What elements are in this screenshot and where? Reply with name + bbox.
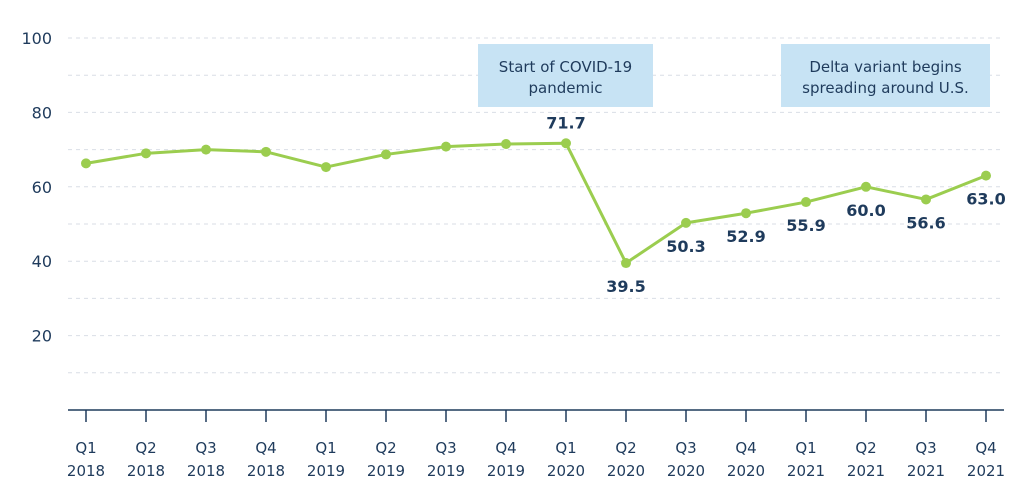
x-tick-label-quarter: Q3	[195, 439, 216, 457]
data-point	[501, 139, 511, 150]
x-tick-label-year: 2020	[667, 462, 705, 480]
series-line	[84, 141, 988, 265]
annotation-text: pandemic	[529, 79, 603, 97]
data-point	[321, 162, 331, 173]
annotation-text: spreading around U.S.	[802, 79, 969, 97]
data-label: 52.9	[726, 227, 765, 246]
data-label: 71.7	[546, 113, 585, 132]
data-point	[141, 148, 151, 159]
x-tick-label-year: 2018	[187, 462, 225, 480]
x-tick-label-year: 2020	[547, 462, 585, 480]
data-point	[921, 194, 931, 205]
x-tick-label-quarter: Q4	[735, 439, 756, 457]
x-tick-label-year: 2020	[727, 462, 765, 480]
x-tick-label-quarter: Q3	[915, 439, 936, 457]
x-tick-label-year: 2020	[607, 462, 645, 480]
x-tick-label-year: 2021	[907, 462, 945, 480]
x-tick-label-quarter: Q4	[975, 439, 996, 457]
x-tick-label-year: 2018	[127, 462, 165, 480]
annotation-text: Start of COVID-19	[499, 58, 632, 76]
x-tick-label-quarter: Q1	[555, 439, 576, 457]
x-tick-label-quarter: Q2	[855, 439, 876, 457]
x-tick-label-year: 2018	[247, 462, 285, 480]
data-point	[441, 141, 451, 152]
y-tick-label: 60	[32, 178, 52, 197]
data-point	[981, 170, 991, 181]
annotation-box	[781, 44, 990, 107]
x-tick-label-quarter: Q2	[135, 439, 156, 457]
data-label: 55.9	[786, 216, 825, 235]
data-point	[621, 258, 631, 269]
x-tick-label-quarter: Q3	[675, 439, 696, 457]
data-point	[801, 197, 811, 208]
x-tick-label-year: 2018	[67, 462, 105, 480]
data-label: 50.3	[666, 237, 705, 256]
data-point	[201, 144, 211, 155]
data-point	[381, 149, 391, 160]
x-tick-label-quarter: Q3	[435, 439, 456, 457]
x-tick-label-year: 2021	[967, 462, 1005, 480]
x-tick-label-quarter: Q1	[315, 439, 336, 457]
data-point	[261, 146, 271, 157]
x-tick-label-quarter: Q4	[495, 439, 516, 457]
data-label: 56.6	[906, 213, 945, 232]
x-tick-label-quarter: Q4	[255, 439, 276, 457]
data-point	[741, 208, 751, 219]
data-label: 39.5	[606, 277, 645, 296]
annotation-box	[478, 44, 653, 107]
data-label: 63.0	[966, 190, 1005, 209]
data-point	[681, 217, 691, 228]
y-tick-label: 80	[32, 103, 52, 122]
data-label: 60.0	[846, 201, 885, 220]
x-tick-label-year: 2021	[847, 462, 885, 480]
data-point	[861, 181, 871, 192]
x-tick-label-year: 2021	[787, 462, 825, 480]
x-tick-label-quarter: Q2	[375, 439, 396, 457]
x-tick-label-year: 2019	[307, 462, 345, 480]
x-tick-label-quarter: Q2	[615, 439, 636, 457]
data-point	[81, 158, 91, 169]
x-tick-label-quarter: Q1	[795, 439, 816, 457]
y-tick-label: 100	[21, 29, 52, 48]
y-tick-label: 40	[32, 252, 52, 271]
x-tick-label-quarter: Q1	[75, 439, 96, 457]
y-tick-label: 20	[32, 327, 52, 346]
x-tick-label-year: 2019	[427, 462, 465, 480]
x-tick-label-year: 2019	[367, 462, 405, 480]
annotation-text: Delta variant begins	[809, 58, 961, 76]
x-tick-label-year: 2019	[487, 462, 525, 480]
data-point	[561, 138, 571, 149]
